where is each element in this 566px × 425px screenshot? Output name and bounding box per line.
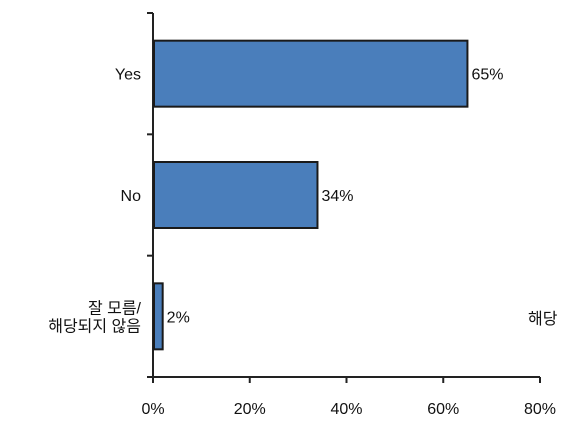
- x-tick-label: 20%: [234, 401, 266, 418]
- category-label: 잘 모름/: [88, 299, 142, 317]
- bar: [153, 282, 164, 351]
- x-tick-label: 40%: [330, 401, 362, 418]
- x-tick-label: 80%: [524, 401, 556, 418]
- data-label: 65%: [471, 67, 503, 84]
- category-label: No: [121, 188, 142, 205]
- bar: [153, 161, 319, 229]
- data-label: 34%: [321, 188, 353, 205]
- x-tick-label: 60%: [427, 401, 459, 418]
- category-label: Yes: [115, 67, 141, 84]
- data-label: 2%: [167, 309, 190, 326]
- bar: [153, 39, 469, 108]
- category-label: 해당되지 않음: [48, 317, 141, 335]
- x-tick-label: 0%: [141, 401, 164, 418]
- clipped-label: 해당: [528, 309, 558, 328]
